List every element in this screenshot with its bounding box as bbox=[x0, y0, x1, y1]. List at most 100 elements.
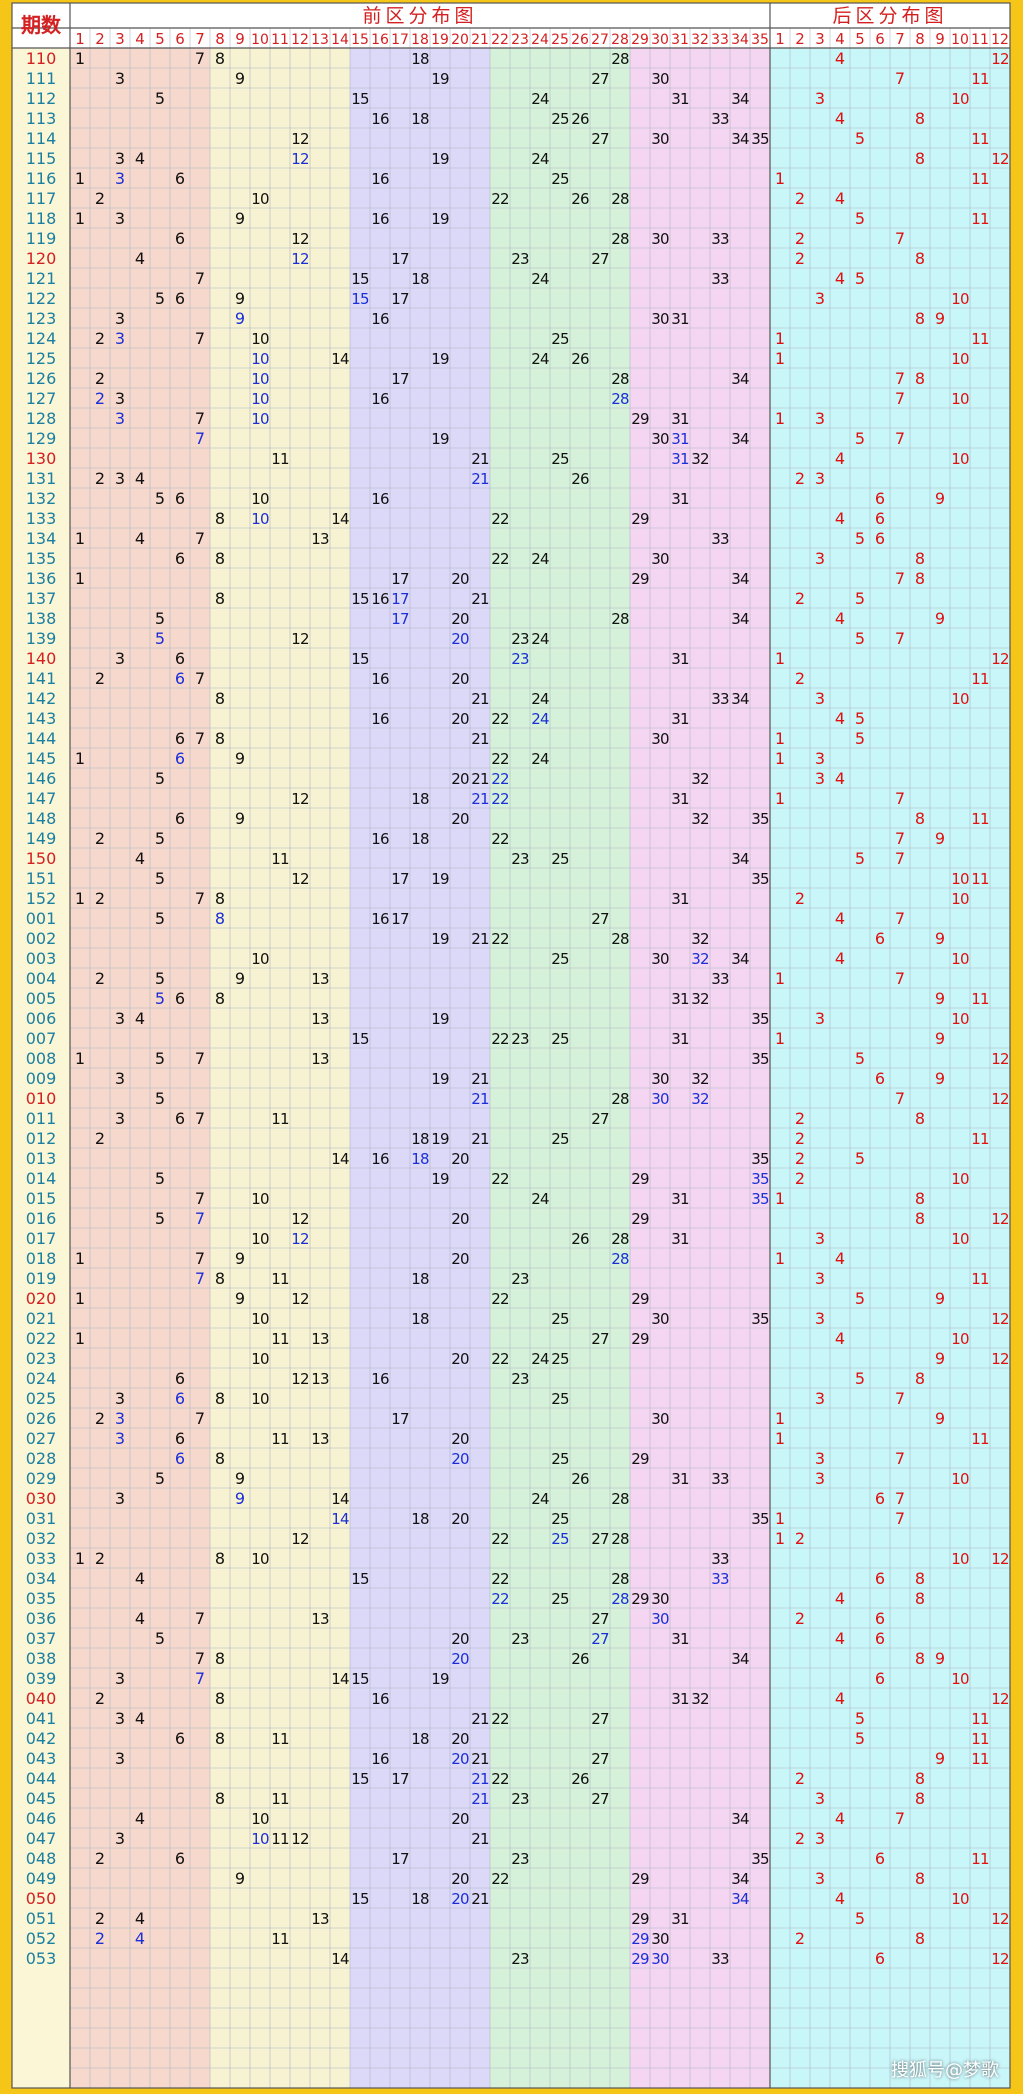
period-label: 027 bbox=[26, 1429, 57, 1448]
front-ball-mark: 9 bbox=[235, 749, 245, 768]
back-ball-mark: 8 bbox=[915, 1209, 925, 1228]
back-ball-mark: 11 bbox=[971, 210, 989, 228]
front-ball-mark: 27 bbox=[591, 1630, 609, 1648]
front-ball-mark: 18 bbox=[411, 1270, 429, 1288]
front-ball-mark: 21 bbox=[471, 1790, 489, 1808]
back-ball-mark: 8 bbox=[915, 369, 925, 388]
front-ball-mark: 9 bbox=[235, 209, 245, 228]
front-ball-mark: 30 bbox=[651, 70, 669, 88]
back-ball-mark: 2 bbox=[795, 1769, 805, 1788]
back-ball-mark: 4 bbox=[835, 1589, 845, 1608]
front-ball-mark: 11 bbox=[271, 1110, 289, 1128]
front-ball-mark: 24 bbox=[531, 1190, 549, 1208]
period-label: 043 bbox=[26, 1749, 57, 1768]
front-ball-mark: 21 bbox=[471, 1750, 489, 1768]
period-label: 035 bbox=[26, 1589, 57, 1608]
back-ball-mark: 3 bbox=[815, 1789, 825, 1808]
front-ball-mark: 6 bbox=[175, 169, 185, 188]
front-ball-mark: 7 bbox=[195, 1269, 205, 1288]
back-ball-mark: 3 bbox=[815, 409, 825, 428]
front-ball-mark: 23 bbox=[511, 1370, 529, 1388]
front-ball-mark: 11 bbox=[271, 1330, 289, 1348]
front-ball-mark: 19 bbox=[431, 1170, 449, 1188]
front-column-number: 27 bbox=[591, 32, 609, 48]
front-ball-mark: 12 bbox=[291, 870, 309, 888]
front-ball-mark: 15 bbox=[351, 1570, 369, 1588]
front-ball-mark: 1 bbox=[75, 1549, 85, 1568]
front-column-number: 12 bbox=[291, 32, 309, 48]
front-ball-mark: 6 bbox=[175, 489, 185, 508]
back-ball-mark: 4 bbox=[835, 949, 845, 968]
back-ball-mark: 8 bbox=[915, 1789, 925, 1808]
front-ball-mark: 30 bbox=[651, 1950, 669, 1968]
front-ball-mark: 3 bbox=[115, 409, 125, 428]
front-column-number: 18 bbox=[411, 32, 429, 48]
front-ball-mark: 26 bbox=[571, 1770, 589, 1788]
period-label: 033 bbox=[26, 1549, 57, 1568]
front-ball-mark: 20 bbox=[451, 770, 469, 788]
front-ball-mark: 10 bbox=[251, 510, 269, 528]
front-column-number: 28 bbox=[611, 32, 629, 48]
front-column-number: 3 bbox=[115, 30, 125, 48]
front-ball-mark: 11 bbox=[271, 1830, 289, 1848]
front-ball-mark: 2 bbox=[95, 369, 105, 388]
front-ball-mark: 1 bbox=[75, 1249, 85, 1268]
period-label: 151 bbox=[26, 869, 57, 888]
back-ball-mark: 11 bbox=[971, 1430, 989, 1448]
front-ball-mark: 20 bbox=[451, 1750, 469, 1768]
front-ball-mark: 35 bbox=[751, 1850, 769, 1868]
front-ball-mark: 3 bbox=[115, 209, 125, 228]
front-ball-mark: 6 bbox=[175, 1849, 185, 1868]
front-ball-mark: 4 bbox=[135, 529, 145, 548]
back-ball-mark: 10 bbox=[951, 350, 969, 368]
back-column-number: 9 bbox=[935, 30, 945, 48]
back-ball-mark: 12 bbox=[991, 1550, 1009, 1568]
front-column-number: 19 bbox=[431, 32, 449, 48]
back-ball-mark: 9 bbox=[935, 309, 945, 328]
front-ball-mark: 34 bbox=[731, 690, 749, 708]
back-ball-mark: 7 bbox=[895, 909, 905, 928]
front-ball-mark: 5 bbox=[155, 89, 165, 108]
front-ball-mark: 5 bbox=[155, 869, 165, 888]
period-label: 110 bbox=[26, 49, 57, 68]
front-column-number: 6 bbox=[175, 30, 185, 48]
front-column-number: 15 bbox=[351, 32, 369, 48]
front-ball-mark: 8 bbox=[215, 689, 225, 708]
back-ball-mark: 11 bbox=[971, 1130, 989, 1148]
front-ball-mark: 31 bbox=[671, 90, 689, 108]
back-ball-mark: 3 bbox=[815, 89, 825, 108]
front-ball-mark: 17 bbox=[391, 590, 409, 608]
front-ball-mark: 6 bbox=[175, 1729, 185, 1748]
front-ball-mark: 20 bbox=[451, 1650, 469, 1668]
back-ball-mark: 1 bbox=[775, 749, 785, 768]
period-label: 119 bbox=[26, 229, 57, 248]
front-ball-mark: 3 bbox=[115, 1109, 125, 1128]
front-ball-mark: 29 bbox=[631, 1910, 649, 1928]
back-ball-mark: 10 bbox=[951, 690, 969, 708]
front-ball-mark: 14 bbox=[331, 1490, 349, 1508]
front-ball-mark: 8 bbox=[215, 549, 225, 568]
back-ball-mark: 4 bbox=[835, 1629, 845, 1648]
back-ball-mark: 1 bbox=[775, 789, 785, 808]
front-ball-mark: 7 bbox=[195, 429, 205, 448]
front-ball-mark: 7 bbox=[195, 409, 205, 428]
front-ball-mark: 24 bbox=[531, 270, 549, 288]
back-ball-mark: 11 bbox=[971, 1270, 989, 1288]
front-ball-mark: 10 bbox=[251, 390, 269, 408]
front-ball-mark: 10 bbox=[251, 1230, 269, 1248]
front-ball-mark: 3 bbox=[115, 1749, 125, 1768]
back-ball-mark: 8 bbox=[915, 1589, 925, 1608]
front-ball-mark: 31 bbox=[671, 1630, 689, 1648]
period-label: 129 bbox=[26, 429, 57, 448]
back-column-number: 11 bbox=[971, 32, 989, 48]
front-ball-mark: 1 bbox=[75, 209, 85, 228]
front-ball-mark: 8 bbox=[215, 989, 225, 1008]
front-ball-mark: 9 bbox=[235, 1469, 245, 1488]
front-ball-mark: 4 bbox=[135, 149, 145, 168]
period-label: 039 bbox=[26, 1669, 57, 1688]
back-ball-mark: 7 bbox=[895, 389, 905, 408]
back-ball-mark: 6 bbox=[875, 529, 885, 548]
front-ball-mark: 33 bbox=[711, 270, 729, 288]
front-ball-mark: 34 bbox=[731, 90, 749, 108]
period-label: 034 bbox=[26, 1569, 57, 1588]
